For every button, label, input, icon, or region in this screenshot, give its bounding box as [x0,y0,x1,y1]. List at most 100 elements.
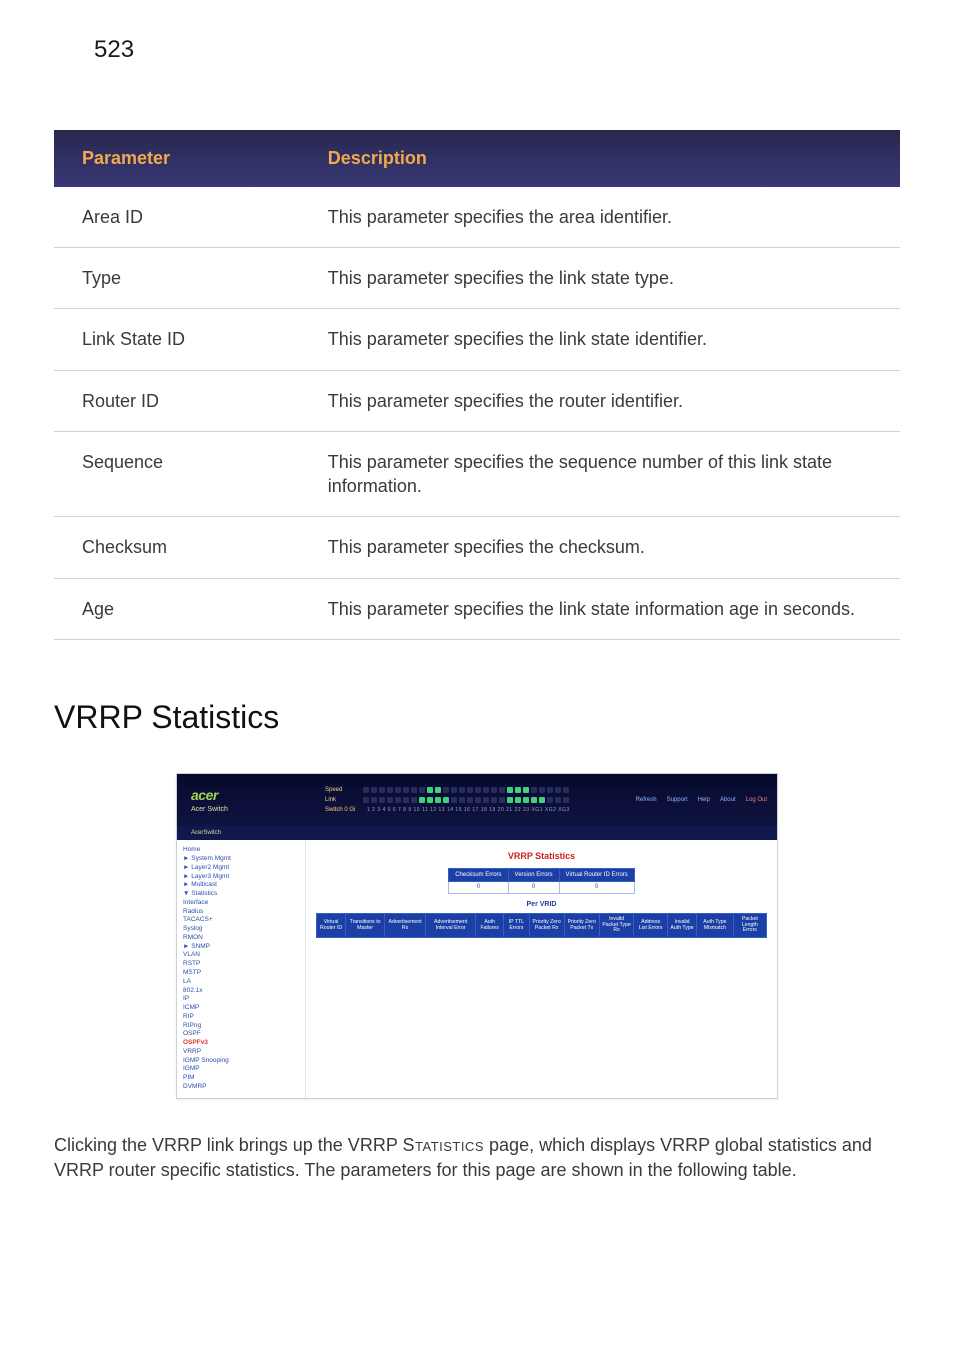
nav-item[interactable]: Syslog [183,925,299,934]
nav-item[interactable]: IGMP Snooping [183,1057,299,1066]
param-desc: This parameter specifies the link state … [308,247,900,308]
nav-item[interactable]: VLAN [183,951,299,960]
vrrp-column-header: IP TTL Errors [504,914,529,938]
speed-label: Speed [325,786,359,794]
vrrp-global-counters: Checksum Errors Version Errors Virtual R… [448,868,635,893]
speed-leds [363,787,569,793]
nav-item[interactable]: ► Layer2 Mgmt [183,864,299,873]
section-heading: VRRP Statistics [54,696,900,739]
logout-link[interactable]: Log Out [746,796,767,804]
table-row: Link State ID This parameter specifies t… [54,309,900,370]
nav-item[interactable]: TACACS+ [183,916,299,925]
support-link[interactable]: Support [667,796,688,804]
counter-header: Checksum Errors [449,869,508,882]
vrrp-statistics-screenshot: acer Acer Switch Speed Link Switch 0 Gi … [176,773,778,1099]
nav-item[interactable]: IGMP [183,1065,299,1074]
nav-item[interactable]: Interface [183,899,299,908]
param-name: Type [54,247,308,308]
port-led [539,797,545,803]
nav-item[interactable]: MSTP [183,969,299,978]
nav-item[interactable]: ► Layer3 Mgmt [183,873,299,882]
table-row: Checksum This parameter specifies the ch… [54,517,900,578]
nav-item[interactable]: IP [183,995,299,1004]
param-desc: This parameter specifies the checksum. [308,517,900,578]
nav-item[interactable]: LA [183,978,299,987]
vrrp-column-header: Invalid Auth Type [667,914,696,938]
port-led [507,787,513,793]
counter-value: 0 [449,882,508,893]
page-number: 523 [94,34,900,66]
port-led [563,787,569,793]
port-led [387,787,393,793]
about-link[interactable]: About [720,796,736,804]
port-led [443,797,449,803]
port-led [363,797,369,803]
switch-row-label: Switch 0 Gi [325,806,359,814]
parameters-table: Parameter Description Area ID This param… [54,130,900,640]
port-led [547,787,553,793]
refresh-link[interactable]: Refresh [636,796,657,804]
table-row: Age This parameter specifies the link st… [54,578,900,639]
port-led [491,797,497,803]
port-led [475,797,481,803]
port-led [419,787,425,793]
nav-item[interactable]: VRRP [183,1048,299,1057]
parameters-header-param: Parameter [54,130,308,186]
port-led [379,787,385,793]
port-led [563,797,569,803]
port-led [435,787,441,793]
nav-item[interactable]: Home [183,846,299,855]
vrrp-column-header: Virtual Router ID [317,914,346,938]
counter-header: Virtual Router ID Errors [559,869,634,882]
brand-block: acer Acer Switch [177,774,319,826]
vrrp-column-header: Address List Errors [634,914,668,938]
nav-item[interactable]: RIP [183,1013,299,1022]
vrrp-column-header: Advertisement Rx [385,914,426,938]
port-led [523,787,529,793]
counter-value: 0 [508,882,559,893]
left-nav: Home► System Mgmt► Layer2 Mgmt► Layer3 M… [177,840,306,1098]
port-led [371,797,377,803]
help-link[interactable]: Help [698,796,710,804]
port-led [491,787,497,793]
port-led [379,797,385,803]
nav-item[interactable]: ▼ Statistics [183,890,299,899]
port-led [555,797,561,803]
nav-item[interactable]: ► System Mgmt [183,855,299,864]
nav-item[interactable]: Radius [183,908,299,917]
nav-item[interactable]: 802.1x [183,987,299,996]
port-led [475,787,481,793]
param-name: Checksum [54,517,308,578]
nav-item[interactable]: OSPFv3 [183,1039,299,1048]
body-paragraph: Clicking the VRRP link brings up the VRR… [54,1133,900,1182]
nav-item[interactable]: RSTP [183,960,299,969]
counter-header: Version Errors [508,869,559,882]
nav-item[interactable]: RMON [183,934,299,943]
port-led [427,787,433,793]
port-led [411,797,417,803]
port-led [395,787,401,793]
port-led [531,797,537,803]
nav-item[interactable]: ► SNMP [183,943,299,952]
nav-item[interactable]: PIM [183,1074,299,1083]
port-led [419,797,425,803]
vrrp-column-header: Priority Zero Packet Tx [564,914,599,938]
port-led [459,797,465,803]
nav-item[interactable]: RIPng [183,1022,299,1031]
vrrp-stats-title: VRRP Statistics [316,850,767,862]
nav-item[interactable]: DVMRP [183,1083,299,1092]
nav-item[interactable]: ICMP [183,1004,299,1013]
port-panel: Speed Link Switch 0 Gi 1 2 3 4 5 6 7 8 9… [319,774,636,826]
nav-item[interactable]: ► Multicast [183,881,299,890]
param-name: Age [54,578,308,639]
vrrp-column-header: Transitions to Master [346,914,385,938]
param-name: Link State ID [54,309,308,370]
nav-item[interactable]: OSPF [183,1030,299,1039]
param-desc: This parameter specifies the area identi… [308,187,900,248]
param-desc: This parameter specifies the router iden… [308,370,900,431]
vrrp-column-header: Priority Zero Packet Rx [529,914,564,938]
port-led [539,787,545,793]
port-numbers: 1 2 3 4 5 6 7 8 9 10 11 12 13 14 15 16 1… [367,807,570,814]
table-row: Area ID This parameter specifies the are… [54,187,900,248]
port-led [467,787,473,793]
